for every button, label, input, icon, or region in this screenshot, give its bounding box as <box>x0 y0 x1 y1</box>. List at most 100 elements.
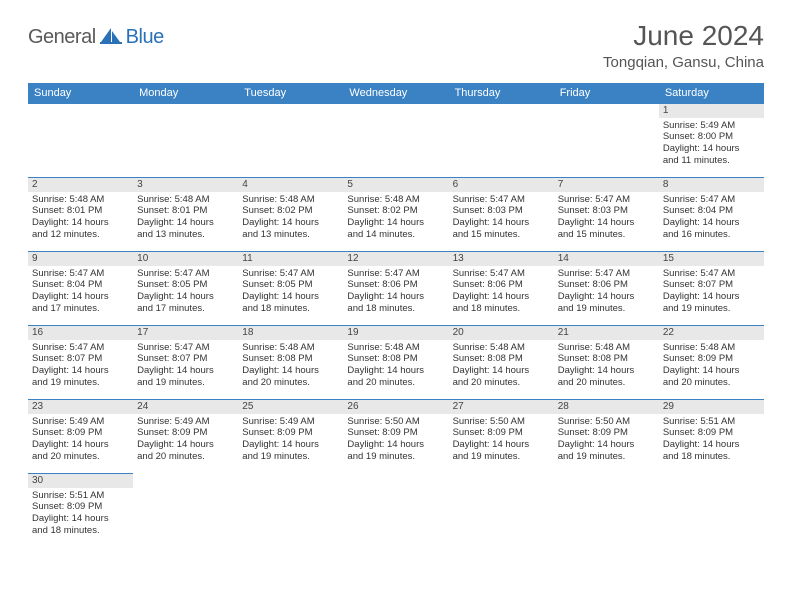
day-number-cell: 14 <box>554 252 659 266</box>
day-number-row: 23242526272829 <box>28 400 764 414</box>
day-info-cell: Sunrise: 5:50 AMSunset: 8:09 PMDaylight:… <box>343 414 448 474</box>
day-info-row: Sunrise: 5:51 AMSunset: 8:09 PMDaylight:… <box>28 488 764 548</box>
day-info-row: Sunrise: 5:47 AMSunset: 8:04 PMDaylight:… <box>28 266 764 326</box>
day-number-cell: 2 <box>28 178 133 192</box>
day-number-cell <box>238 474 343 488</box>
day-info-cell: Sunrise: 5:49 AMSunset: 8:00 PMDaylight:… <box>659 118 764 178</box>
day-info-cell: Sunrise: 5:50 AMSunset: 8:09 PMDaylight:… <box>554 414 659 474</box>
day-info-row: Sunrise: 5:47 AMSunset: 8:07 PMDaylight:… <box>28 340 764 400</box>
day-number-cell: 19 <box>343 326 448 340</box>
day-info-cell: Sunrise: 5:47 AMSunset: 8:04 PMDaylight:… <box>659 192 764 252</box>
day-info-cell: Sunrise: 5:48 AMSunset: 8:02 PMDaylight:… <box>343 192 448 252</box>
day-info-cell: Sunrise: 5:51 AMSunset: 8:09 PMDaylight:… <box>659 414 764 474</box>
day-info-cell <box>343 118 448 178</box>
day-info-cell: Sunrise: 5:49 AMSunset: 8:09 PMDaylight:… <box>133 414 238 474</box>
day-info-cell: Sunrise: 5:50 AMSunset: 8:09 PMDaylight:… <box>449 414 554 474</box>
day-number-cell: 22 <box>659 326 764 340</box>
day-number-cell: 16 <box>28 326 133 340</box>
day-number-cell <box>343 104 448 118</box>
weekday-header: Sunday <box>28 83 133 104</box>
day-info-cell: Sunrise: 5:48 AMSunset: 8:01 PMDaylight:… <box>133 192 238 252</box>
day-number-cell: 7 <box>554 178 659 192</box>
day-info-cell <box>554 488 659 548</box>
day-info-row: Sunrise: 5:49 AMSunset: 8:09 PMDaylight:… <box>28 414 764 474</box>
day-number-cell: 9 <box>28 252 133 266</box>
day-number-cell <box>449 474 554 488</box>
day-number-cell <box>343 474 448 488</box>
day-number-cell: 25 <box>238 400 343 414</box>
day-number-cell: 3 <box>133 178 238 192</box>
day-info-cell <box>133 118 238 178</box>
day-info-cell: Sunrise: 5:47 AMSunset: 8:06 PMDaylight:… <box>554 266 659 326</box>
day-number-cell <box>449 104 554 118</box>
day-info-cell: Sunrise: 5:47 AMSunset: 8:03 PMDaylight:… <box>554 192 659 252</box>
day-number-cell: 13 <box>449 252 554 266</box>
calendar-table: SundayMondayTuesdayWednesdayThursdayFrid… <box>28 83 764 548</box>
day-number-cell: 5 <box>343 178 448 192</box>
day-number-cell: 26 <box>343 400 448 414</box>
title-block: June 2024 Tongqian, Gansu, China <box>603 20 764 71</box>
month-title: June 2024 <box>603 20 764 52</box>
day-number-cell <box>133 104 238 118</box>
day-info-cell: Sunrise: 5:47 AMSunset: 8:06 PMDaylight:… <box>343 266 448 326</box>
day-info-cell: Sunrise: 5:47 AMSunset: 8:04 PMDaylight:… <box>28 266 133 326</box>
day-number-cell <box>554 474 659 488</box>
weekday-header: Monday <box>133 83 238 104</box>
day-info-cell: Sunrise: 5:47 AMSunset: 8:03 PMDaylight:… <box>449 192 554 252</box>
day-info-cell <box>343 488 448 548</box>
day-info-cell <box>133 488 238 548</box>
location-subtitle: Tongqian, Gansu, China <box>603 54 764 71</box>
day-info-cell: Sunrise: 5:47 AMSunset: 8:07 PMDaylight:… <box>133 340 238 400</box>
day-info-cell: Sunrise: 5:49 AMSunset: 8:09 PMDaylight:… <box>28 414 133 474</box>
day-number-cell <box>554 104 659 118</box>
day-info-cell: Sunrise: 5:48 AMSunset: 8:08 PMDaylight:… <box>554 340 659 400</box>
day-info-cell: Sunrise: 5:47 AMSunset: 8:05 PMDaylight:… <box>238 266 343 326</box>
day-info-cell: Sunrise: 5:47 AMSunset: 8:06 PMDaylight:… <box>449 266 554 326</box>
day-number-cell: 15 <box>659 252 764 266</box>
day-number-cell <box>28 104 133 118</box>
logo-sail-icon <box>100 26 122 49</box>
day-number-row: 9101112131415 <box>28 252 764 266</box>
day-number-cell: 1 <box>659 104 764 118</box>
day-number-cell <box>238 104 343 118</box>
weekday-header: Friday <box>554 83 659 104</box>
day-info-cell <box>449 118 554 178</box>
day-number-row: 16171819202122 <box>28 326 764 340</box>
day-info-row: Sunrise: 5:49 AMSunset: 8:00 PMDaylight:… <box>28 118 764 178</box>
day-info-cell <box>659 488 764 548</box>
header: General Blue June 2024 Tongqian, Gansu, … <box>28 20 764 71</box>
day-info-cell: Sunrise: 5:47 AMSunset: 8:07 PMDaylight:… <box>28 340 133 400</box>
day-number-cell: 10 <box>133 252 238 266</box>
day-info-cell: Sunrise: 5:47 AMSunset: 8:05 PMDaylight:… <box>133 266 238 326</box>
calendar-body: 1Sunrise: 5:49 AMSunset: 8:00 PMDaylight… <box>28 104 764 548</box>
day-info-cell: Sunrise: 5:48 AMSunset: 8:08 PMDaylight:… <box>343 340 448 400</box>
day-number-cell: 4 <box>238 178 343 192</box>
day-number-cell: 27 <box>449 400 554 414</box>
day-number-cell: 18 <box>238 326 343 340</box>
weekday-header: Tuesday <box>238 83 343 104</box>
day-number-row: 1 <box>28 104 764 118</box>
day-info-cell: Sunrise: 5:48 AMSunset: 8:02 PMDaylight:… <box>238 192 343 252</box>
day-number-cell: 23 <box>28 400 133 414</box>
day-number-cell: 21 <box>554 326 659 340</box>
day-info-cell: Sunrise: 5:51 AMSunset: 8:09 PMDaylight:… <box>28 488 133 548</box>
logo: General Blue <box>28 26 164 49</box>
logo-text-general: General <box>28 26 96 49</box>
day-number-cell: 11 <box>238 252 343 266</box>
day-number-cell <box>659 474 764 488</box>
day-info-cell: Sunrise: 5:47 AMSunset: 8:07 PMDaylight:… <box>659 266 764 326</box>
day-number-cell: 24 <box>133 400 238 414</box>
day-number-row: 30 <box>28 474 764 488</box>
day-number-cell: 20 <box>449 326 554 340</box>
day-info-row: Sunrise: 5:48 AMSunset: 8:01 PMDaylight:… <box>28 192 764 252</box>
day-info-cell: Sunrise: 5:49 AMSunset: 8:09 PMDaylight:… <box>238 414 343 474</box>
weekday-header: Wednesday <box>343 83 448 104</box>
day-info-cell: Sunrise: 5:48 AMSunset: 8:01 PMDaylight:… <box>28 192 133 252</box>
weekday-header: Saturday <box>659 83 764 104</box>
day-number-cell: 29 <box>659 400 764 414</box>
day-number-cell <box>133 474 238 488</box>
day-number-cell: 6 <box>449 178 554 192</box>
day-info-cell <box>554 118 659 178</box>
day-number-cell: 28 <box>554 400 659 414</box>
day-info-cell: Sunrise: 5:48 AMSunset: 8:08 PMDaylight:… <box>449 340 554 400</box>
